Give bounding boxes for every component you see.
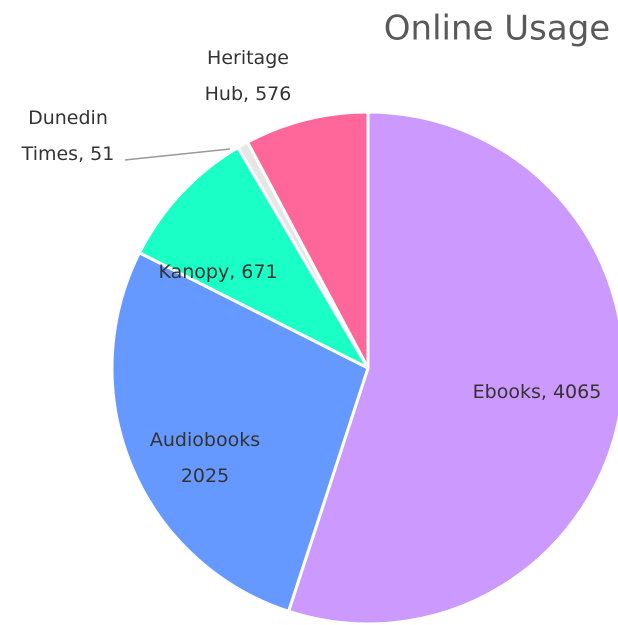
data-label: Heritage Hub, 576	[205, 47, 292, 105]
data-label: Audiobooks 2025	[150, 429, 260, 487]
leader-line	[124, 148, 231, 161]
data-label: Dunedin Times, 51	[21, 107, 115, 165]
slices: EbooksAudiobooksKanopyDunedin TimesHerit…	[110, 110, 618, 625]
data-label: Kanopy, 671	[158, 261, 277, 283]
slice: Audiobooks	[110, 251, 370, 613]
slice: Heritage Hub	[246, 110, 370, 370]
data-label: Ebooks, 4065	[473, 381, 602, 403]
slice: Kanopy	[137, 146, 370, 370]
chart-title: Online Usage	[384, 9, 610, 49]
slice: Ebooks	[287, 110, 618, 625]
